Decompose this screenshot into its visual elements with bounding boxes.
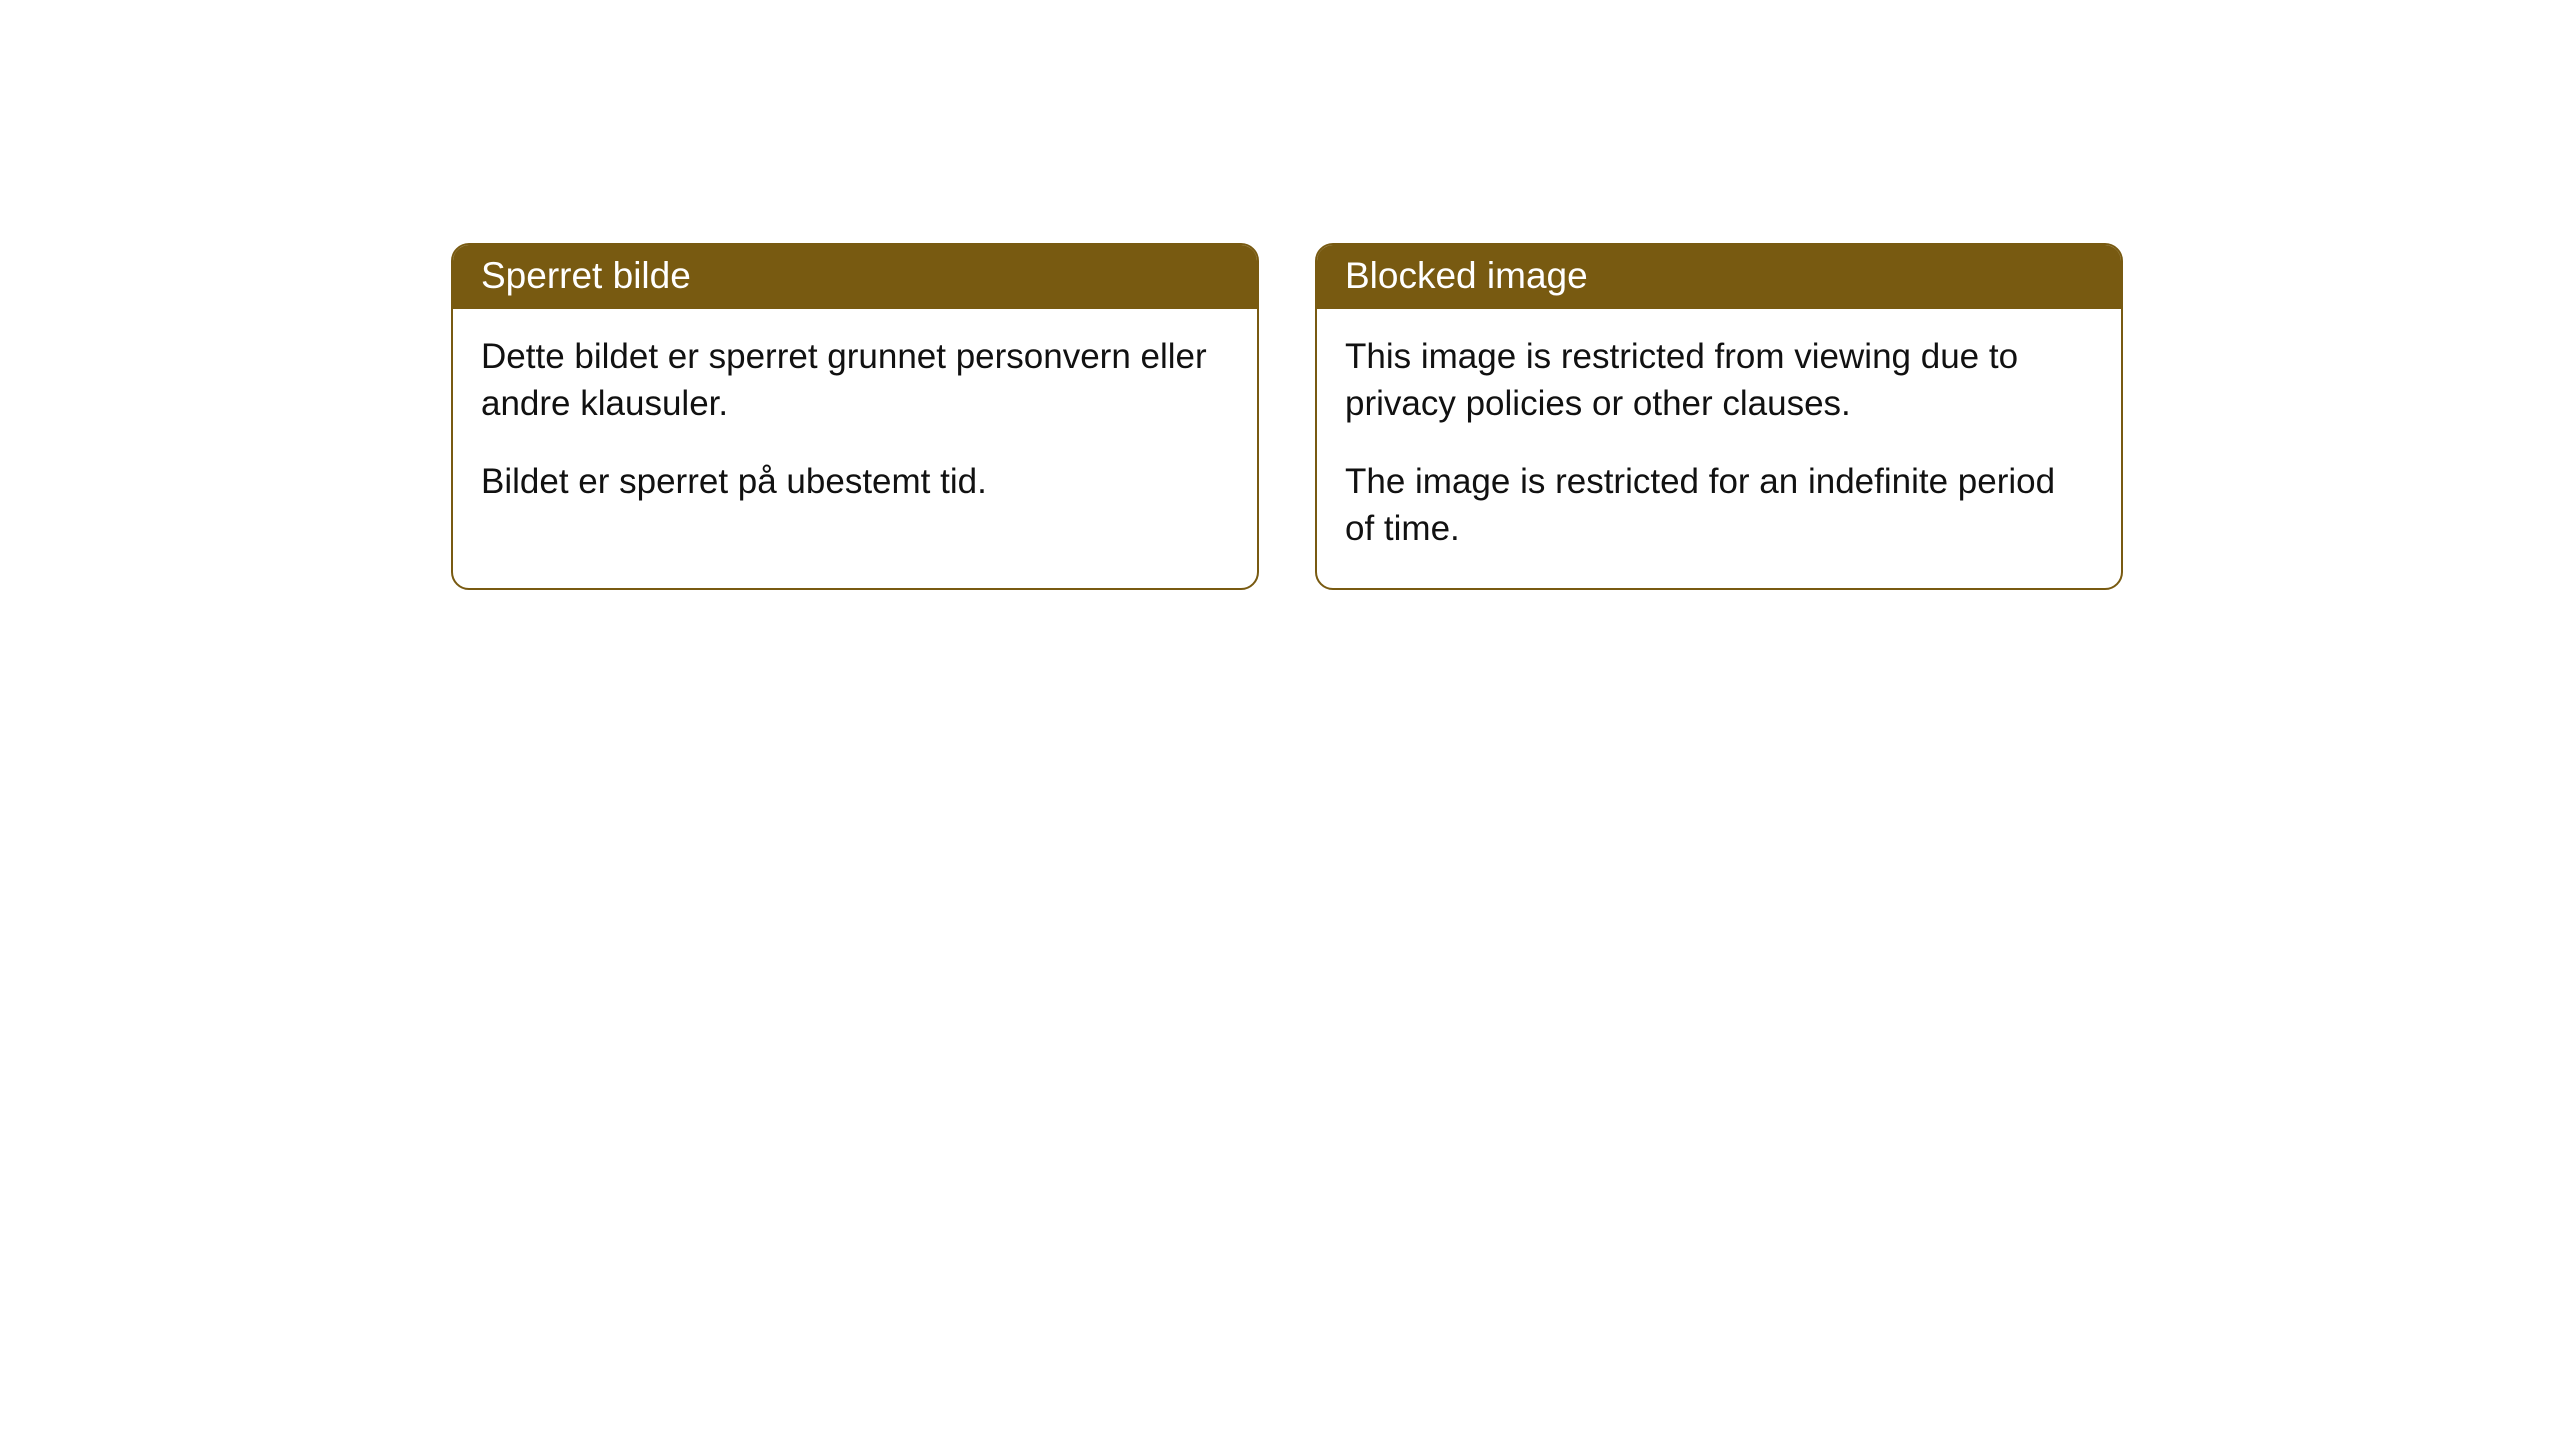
- card-paragraph-2: The image is restricted for an indefinit…: [1345, 458, 2093, 553]
- card-header: Sperret bilde: [453, 245, 1257, 309]
- card-body: Dette bildet er sperret grunnet personve…: [453, 309, 1257, 541]
- notice-cards-container: Sperret bilde Dette bildet er sperret gr…: [451, 243, 2123, 590]
- card-paragraph-1: Dette bildet er sperret grunnet personve…: [481, 333, 1229, 428]
- card-paragraph-2: Bildet er sperret på ubestemt tid.: [481, 458, 1229, 505]
- notice-card-norwegian: Sperret bilde Dette bildet er sperret gr…: [451, 243, 1259, 590]
- card-body: This image is restricted from viewing du…: [1317, 309, 2121, 588]
- notice-card-english: Blocked image This image is restricted f…: [1315, 243, 2123, 590]
- card-header: Blocked image: [1317, 245, 2121, 309]
- card-paragraph-1: This image is restricted from viewing du…: [1345, 333, 2093, 428]
